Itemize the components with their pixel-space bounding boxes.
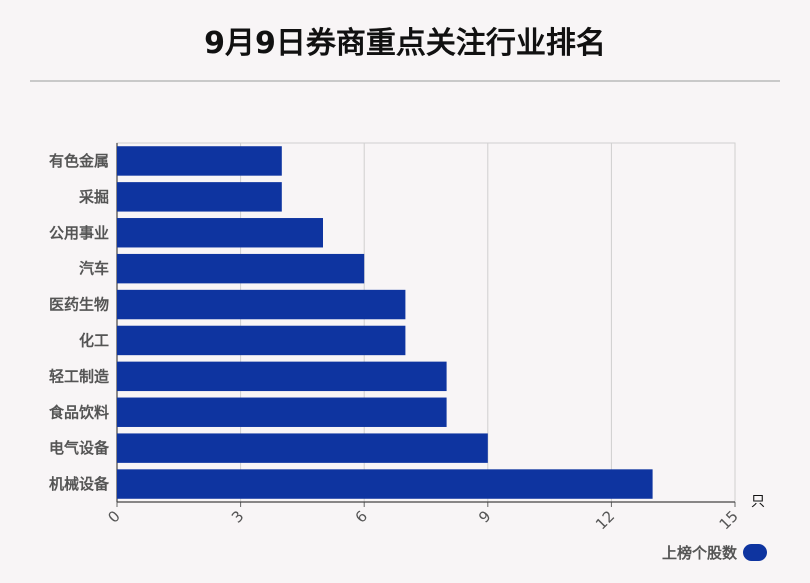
category-label: 公用事业 bbox=[49, 224, 109, 242]
x-tick-label: 12 bbox=[592, 507, 618, 533]
category-label: 机械设备 bbox=[49, 475, 110, 493]
x-tick-label: 6 bbox=[352, 507, 371, 526]
bar-8 bbox=[117, 397, 447, 427]
category-label: 食品饮料 bbox=[49, 403, 109, 421]
bar-6 bbox=[117, 325, 406, 356]
bar-9 bbox=[117, 433, 488, 463]
legend-label: 上榜个股数 bbox=[662, 543, 738, 562]
x-unit-label: 只 bbox=[751, 494, 765, 510]
x-tick-label: 15 bbox=[716, 507, 742, 533]
legend: 上榜个股数 bbox=[662, 540, 768, 564]
bar-1 bbox=[117, 146, 282, 176]
chart-title: 9月9日券商重点关注行业排名 bbox=[204, 26, 606, 61]
bar-4 bbox=[117, 253, 365, 284]
title-divider bbox=[30, 80, 780, 82]
bar-2 bbox=[117, 182, 282, 212]
x-tick-label: 3 bbox=[228, 507, 247, 526]
category-label: 电气设备 bbox=[49, 439, 110, 457]
x-tick-label: 0 bbox=[104, 507, 123, 526]
bar-7 bbox=[117, 361, 447, 392]
category-label: 汽车 bbox=[79, 260, 109, 278]
category-label: 轻工制造 bbox=[49, 367, 109, 385]
bar-5 bbox=[117, 289, 406, 320]
category-label: 采掘 bbox=[78, 188, 109, 206]
bar-10 bbox=[117, 469, 653, 499]
category-label: 化工 bbox=[79, 331, 109, 349]
legend-swatch bbox=[743, 543, 768, 561]
category-label: 医药生物 bbox=[49, 296, 109, 314]
bar-3 bbox=[117, 218, 323, 248]
category-label: 有色金属 bbox=[49, 152, 109, 170]
x-tick-label: 9 bbox=[475, 507, 494, 526]
